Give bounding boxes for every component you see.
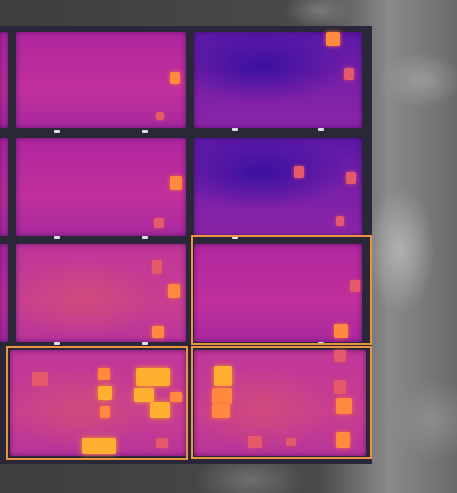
solar-panel-r3-left <box>16 244 186 342</box>
solar-panel-partial-r1 <box>0 32 8 128</box>
mounting-clip <box>142 342 148 345</box>
hotspot <box>136 368 170 386</box>
hotspot <box>152 326 164 338</box>
hotspot <box>32 372 48 386</box>
hotspot <box>336 398 352 414</box>
hotspot <box>170 72 180 84</box>
mounting-clip <box>318 128 324 131</box>
hotspot <box>334 350 346 362</box>
solar-panel-partial-r3 <box>0 244 8 342</box>
mounting-clip <box>232 128 238 131</box>
hotspot <box>344 68 354 80</box>
solar-panel-r2-right <box>194 138 362 236</box>
hotspot <box>294 166 304 178</box>
hotspot <box>286 438 296 446</box>
hotspot <box>98 368 110 380</box>
hotspot <box>214 366 232 386</box>
detection-box-row4-right <box>191 346 372 459</box>
detection-box-row4-left <box>6 346 188 460</box>
solar-panel-partial-r2 <box>0 138 8 236</box>
hotspot <box>212 388 232 404</box>
solar-panel-r1-right <box>194 32 362 128</box>
hotspot <box>98 386 112 400</box>
mounting-clip <box>54 130 60 133</box>
hotspot <box>134 388 154 402</box>
hotspot <box>248 436 262 448</box>
hotspot <box>170 176 182 190</box>
solar-panel-r2-left <box>16 138 186 236</box>
hotspot <box>168 284 180 298</box>
solar-panel-r3-right <box>194 244 362 342</box>
detection-box-row3-right <box>191 235 372 345</box>
hotspot <box>100 406 110 418</box>
hotspot <box>156 438 168 448</box>
mounting-clip <box>54 236 60 239</box>
mounting-clip <box>232 236 238 239</box>
hotspot <box>82 438 116 454</box>
hotspot <box>336 216 344 226</box>
mounting-clip <box>142 236 148 239</box>
solar-panel-r4-left <box>10 350 186 456</box>
hotspot <box>334 324 348 338</box>
hotspot <box>326 32 340 46</box>
hotspot <box>346 172 356 184</box>
hotspot <box>334 380 346 394</box>
hotspot <box>150 402 170 418</box>
mounting-clip <box>142 130 148 133</box>
hotspot <box>154 218 164 228</box>
solar-panel-r4-right <box>194 350 366 456</box>
hotspot <box>170 392 182 402</box>
hotspot <box>152 260 162 274</box>
mounting-clip <box>54 342 60 345</box>
hotspot <box>350 280 360 292</box>
hotspot <box>156 112 164 120</box>
hotspot <box>212 404 230 418</box>
solar-panel-r1-left <box>16 32 186 128</box>
hotspot <box>336 432 350 448</box>
